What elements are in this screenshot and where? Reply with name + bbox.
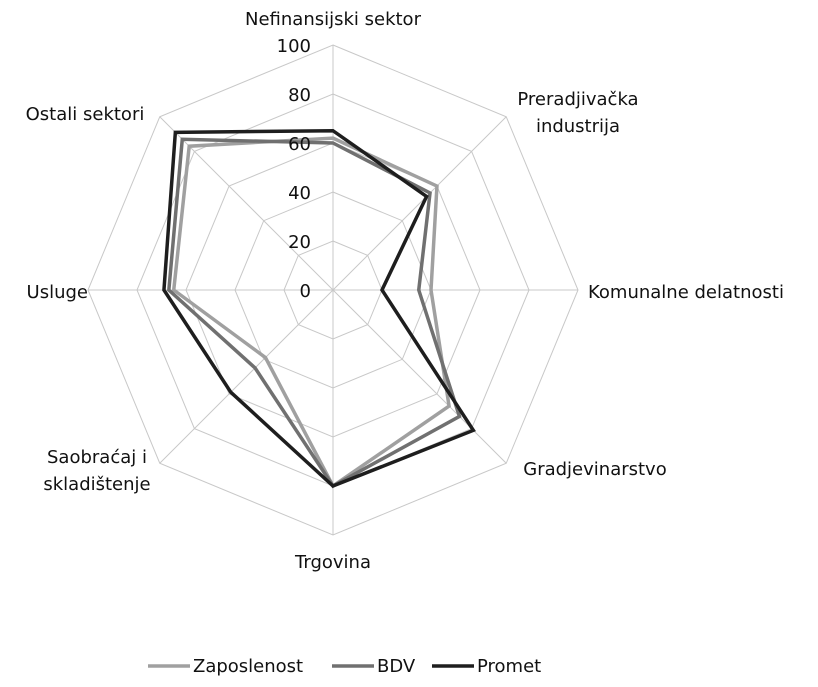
legend-label: Promet xyxy=(477,656,541,677)
tick-label: 100 xyxy=(277,36,311,57)
category-label: Trgovina xyxy=(294,552,371,573)
category-label: Nefinansijski sektor xyxy=(245,9,422,30)
category-label: Usluge xyxy=(27,282,88,303)
tick-label: 0 xyxy=(300,281,311,302)
category-label: Preradjivačka industrija xyxy=(517,89,638,137)
category-label: Ostali sektori xyxy=(26,104,145,125)
legend-label: Zaposlenost xyxy=(193,656,303,677)
category-label: Gradjevinarstvo xyxy=(523,459,666,480)
spoke xyxy=(159,289,334,464)
series-line xyxy=(162,128,476,489)
tick-label: 80 xyxy=(288,85,311,106)
category-label: Saobraćaj i skladištenje xyxy=(43,447,150,495)
legend-label: BDV xyxy=(377,656,416,677)
tick-label: 20 xyxy=(288,232,311,253)
category-label: Komunalne delatnosti xyxy=(588,282,784,303)
series-line xyxy=(167,137,462,489)
tick-label: 60 xyxy=(288,134,311,155)
spoke xyxy=(332,289,507,464)
spoke xyxy=(332,116,507,291)
tick-label: 40 xyxy=(288,183,311,204)
